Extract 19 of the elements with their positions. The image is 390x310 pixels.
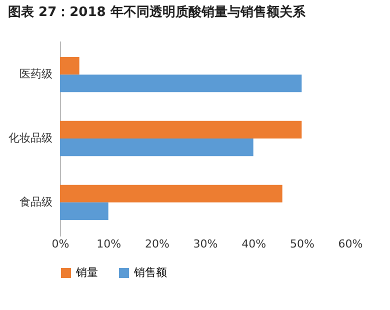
bar: [60, 202, 108, 220]
legend-label: 销量: [75, 266, 98, 279]
bar: [60, 120, 302, 138]
x-tick-label: 20%: [144, 238, 170, 250]
x-tick-label: 40%: [242, 238, 266, 250]
bar: [60, 56, 80, 75]
y-tick-label: 食品级: [20, 195, 52, 208]
x-tick-label: 50%: [290, 238, 314, 250]
y-tick-label: 医药级: [20, 68, 52, 81]
y-tick-label: 化妆品级: [8, 132, 52, 144]
x-tick-label: 10%: [96, 238, 122, 250]
x-tick-label: 30%: [193, 238, 218, 250]
bar: [60, 138, 254, 156]
x-tick-label: 60%: [338, 238, 363, 250]
chart-title: 图表 27：2018 年不同透明质酸销量与销售额关系: [8, 4, 306, 20]
x-tick-label: 0%: [52, 238, 70, 250]
legend-label: 销售额: [133, 266, 167, 279]
bar: [60, 184, 282, 202]
bar: [60, 74, 302, 92]
